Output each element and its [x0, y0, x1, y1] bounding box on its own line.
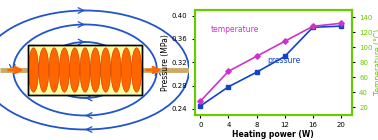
Text: pressure: pressure	[267, 56, 301, 66]
Text: temperature: temperature	[211, 25, 259, 34]
Ellipse shape	[49, 48, 59, 92]
Ellipse shape	[121, 48, 131, 92]
Ellipse shape	[70, 48, 80, 92]
Y-axis label: Temperature (°C): Temperature (°C)	[374, 29, 378, 95]
Ellipse shape	[90, 48, 101, 92]
Ellipse shape	[111, 48, 121, 92]
Ellipse shape	[59, 48, 70, 92]
Ellipse shape	[101, 48, 111, 92]
Ellipse shape	[39, 48, 49, 92]
Ellipse shape	[132, 48, 142, 92]
Ellipse shape	[28, 48, 39, 92]
Y-axis label: Pressure (MPa): Pressure (MPa)	[161, 34, 170, 91]
X-axis label: Heating power (W): Heating power (W)	[232, 130, 314, 139]
FancyBboxPatch shape	[28, 45, 142, 95]
Ellipse shape	[80, 48, 90, 92]
